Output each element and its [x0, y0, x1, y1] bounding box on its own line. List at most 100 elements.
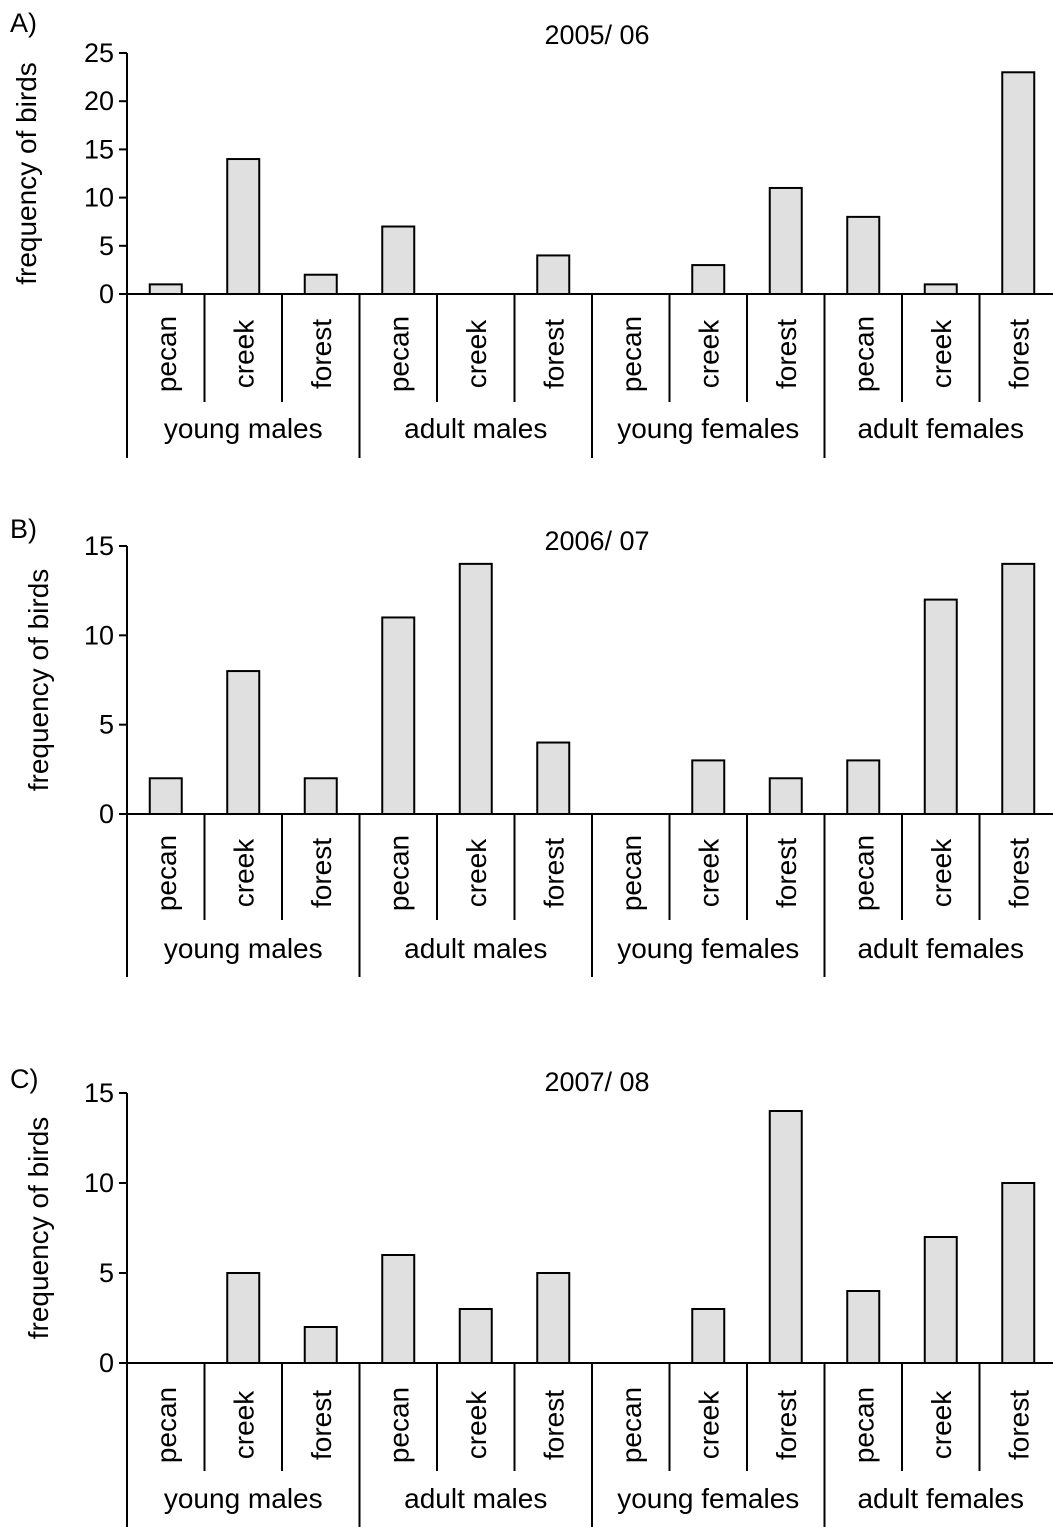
category-label: pecan: [848, 1387, 879, 1463]
panel-label: C): [10, 1064, 39, 1094]
category-label: forest: [771, 1390, 802, 1460]
group-label: young males: [164, 933, 323, 964]
y-tick-label: 10: [84, 620, 114, 650]
bar: [458, 562, 493, 815]
y-tick-label: 10: [84, 1168, 114, 1198]
group-label: adult males: [404, 413, 547, 444]
category-label: creek: [693, 319, 724, 388]
y-tick-label: 5: [99, 710, 114, 740]
category-label: pecan: [616, 835, 647, 911]
bar: [846, 1290, 881, 1364]
category-label: pecan: [616, 1387, 647, 1463]
chart-panel-3: C) 2007/ 08 frequency of birds 0 5 10 15 pecan c…: [10, 1064, 1053, 1527]
bar: [226, 158, 261, 295]
group-label: young males: [164, 1483, 323, 1514]
bar: [148, 777, 183, 815]
category-label: pecan: [151, 835, 182, 911]
chart-panel-1: A) 2005/ 06 frequency of birds 0 5 10 15 20 25 pe…: [10, 8, 1053, 458]
chart-title: 2007/ 08: [544, 1067, 649, 1097]
y-tick-label: 20: [84, 86, 114, 116]
group-label: adult males: [404, 1483, 547, 1514]
bar: [768, 186, 803, 296]
category-label: pecan: [151, 316, 182, 392]
y-tick-label: 10: [84, 183, 114, 213]
category-label: creek: [228, 1390, 259, 1459]
category-label: creek: [693, 1390, 724, 1459]
y-axis-title: frequency of birds: [11, 62, 42, 285]
category-label: pecan: [848, 835, 879, 911]
panel-label: A): [10, 8, 37, 38]
category-label: forest: [538, 1390, 569, 1460]
y-axis-title: frequency of birds: [23, 569, 54, 792]
category-label: creek: [228, 838, 259, 907]
group-label: young females: [617, 1483, 799, 1514]
bar: [303, 273, 338, 296]
chart-title: 2005/ 06: [544, 20, 649, 50]
category-label: forest: [538, 838, 569, 908]
bar: [691, 1308, 726, 1364]
group-label: young females: [617, 413, 799, 444]
y-tick-label: 25: [84, 38, 114, 68]
category-label: forest: [306, 838, 337, 908]
bar: [148, 283, 183, 295]
y-tick-label: 15: [84, 1078, 114, 1108]
group-label: young males: [164, 413, 323, 444]
y-tick-label: 0: [99, 279, 114, 309]
category-label: pecan: [151, 1387, 182, 1463]
bar: [226, 670, 261, 815]
bar: [1001, 71, 1036, 295]
panel-label: B): [10, 514, 37, 544]
y-tick-label: 5: [99, 231, 114, 261]
bar: [768, 777, 803, 815]
bar: [923, 1236, 958, 1364]
bar: [846, 759, 881, 816]
group-label: adult females: [857, 933, 1024, 964]
y-axis-title: frequency of birds: [23, 1117, 54, 1340]
y-tick-label: 5: [99, 1258, 114, 1288]
category-label: creek: [461, 1390, 492, 1459]
chart-panel-2: B) 2006/ 07 frequency of birds 0 5 10 15 pecan c…: [10, 514, 1053, 977]
y-tick-label: 15: [84, 134, 114, 164]
category-label: forest: [771, 838, 802, 908]
category-label: forest: [1003, 1390, 1034, 1460]
category-label: forest: [771, 319, 802, 389]
category-label: pecan: [848, 316, 879, 392]
bar: [923, 598, 958, 815]
y-tick-label: 0: [99, 1348, 114, 1378]
bar: [381, 1254, 416, 1364]
bar: [381, 616, 416, 816]
category-label: forest: [306, 319, 337, 389]
bar: [1001, 1182, 1036, 1364]
y-tick-label: 0: [99, 799, 114, 829]
category-label: forest: [1003, 838, 1034, 908]
bar: [768, 1110, 803, 1364]
group-label: adult males: [404, 933, 547, 964]
group-label: adult females: [857, 413, 1024, 444]
category-label: creek: [461, 838, 492, 907]
chart-title: 2006/ 07: [544, 526, 649, 556]
bar: [226, 1272, 261, 1364]
category-label: creek: [228, 319, 259, 388]
bar: [536, 1272, 571, 1364]
category-label: pecan: [383, 316, 414, 392]
bar: [536, 254, 571, 296]
category-label: pecan: [616, 316, 647, 392]
y-tick-label: 15: [84, 531, 114, 561]
bar: [458, 1308, 493, 1364]
category-label: pecan: [383, 835, 414, 911]
category-label: creek: [693, 838, 724, 907]
category-label: pecan: [383, 1387, 414, 1463]
bar: [303, 777, 338, 815]
bar: [1001, 562, 1036, 815]
bar: [691, 264, 726, 295]
category-label: forest: [538, 319, 569, 389]
bar: [923, 283, 958, 295]
bar: [536, 741, 571, 815]
category-label: forest: [1003, 319, 1034, 389]
category-label: creek: [926, 1390, 957, 1459]
category-label: creek: [926, 319, 957, 388]
category-label: creek: [926, 838, 957, 907]
group-label: young females: [617, 933, 799, 964]
category-label: creek: [461, 319, 492, 388]
